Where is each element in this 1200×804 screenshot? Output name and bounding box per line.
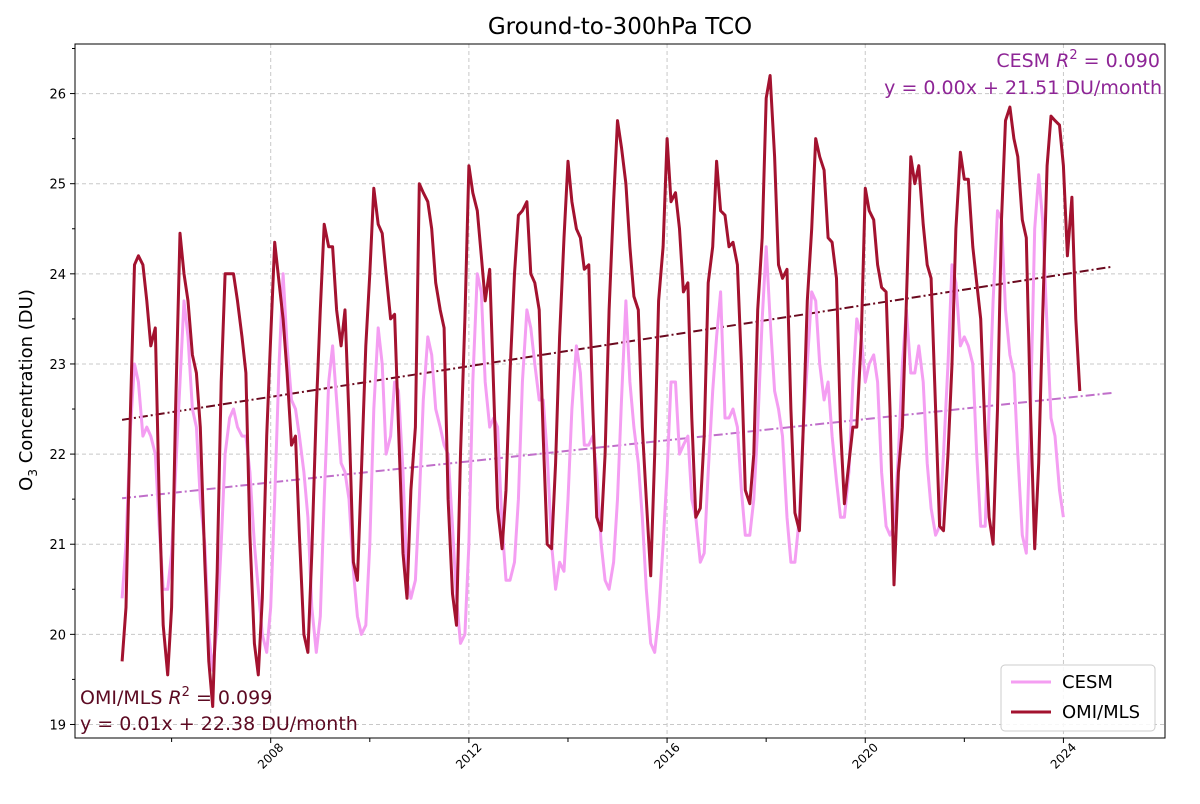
grid-lines — [75, 44, 1165, 738]
y-tick-label: 21 — [49, 538, 66, 553]
y-tick-label: 20 — [49, 628, 66, 643]
omi-r2-annotation: OMI/MLS R2 = 0.099 — [80, 685, 272, 709]
y-tick-label: 22 — [49, 448, 66, 463]
y-axis-label-subscript: 3 — [26, 469, 40, 477]
chart-title: Ground-to-300hPa TCO — [488, 14, 752, 40]
y-tick-label: 25 — [49, 178, 66, 193]
y-tick-label: 24 — [49, 268, 66, 283]
cesm-trend-line — [121, 391, 1114, 500]
omi-mls-trend-line — [121, 265, 1114, 421]
series-line-omi-mls — [120, 74, 1082, 708]
cesm-r2-superscript: 2 — [1069, 48, 1077, 63]
legend-label-cesm: CESM — [1062, 672, 1113, 693]
annotations: CESM R2 = 0.090 y = 0.00x + 21.51 DU/mon… — [80, 48, 1162, 735]
cesm-r2-symbol: R — [1056, 50, 1069, 72]
omi-equation-annotation: y = 0.01x + 22.38 DU/month — [80, 713, 358, 735]
y-tick-label: 19 — [49, 718, 66, 733]
x-tick-label: 2016 — [651, 740, 682, 771]
y-axis-label: O3 Concentration (DU) — [16, 289, 40, 491]
y-tick-label: 26 — [49, 88, 66, 103]
omi-r2-superscript: 2 — [182, 685, 190, 700]
trend-lines — [121, 265, 1114, 500]
plot-frame — [74, 43, 1166, 739]
omi-r2-symbol: R — [168, 687, 181, 709]
omi-r2-prefix: OMI/MLS — [80, 687, 168, 709]
cesm-r2-value: = 0.090 — [1078, 50, 1160, 72]
series-lines — [120, 74, 1082, 708]
legend: CESM OMI/MLS — [1000, 664, 1156, 732]
x-tick-label: 2012 — [453, 740, 484, 771]
x-tick-label: 2020 — [850, 740, 881, 771]
cesm-equation-annotation: y = 0.00x + 21.51 DU/month — [884, 77, 1162, 99]
cesm-r2-annotation: CESM R2 = 0.090 — [996, 48, 1160, 72]
y-axis-label-main: O — [16, 477, 37, 491]
cesm-r2-prefix: CESM — [996, 50, 1056, 72]
y-tick-label: 23 — [49, 358, 66, 373]
omi-r2-value: = 0.099 — [190, 687, 272, 709]
y-axis-label-rest: Concentration (DU) — [16, 289, 37, 469]
legend-label-omi-mls: OMI/MLS — [1062, 702, 1140, 723]
x-tick-label: 2024 — [1048, 740, 1079, 771]
x-tick-label: 2008 — [255, 740, 286, 771]
